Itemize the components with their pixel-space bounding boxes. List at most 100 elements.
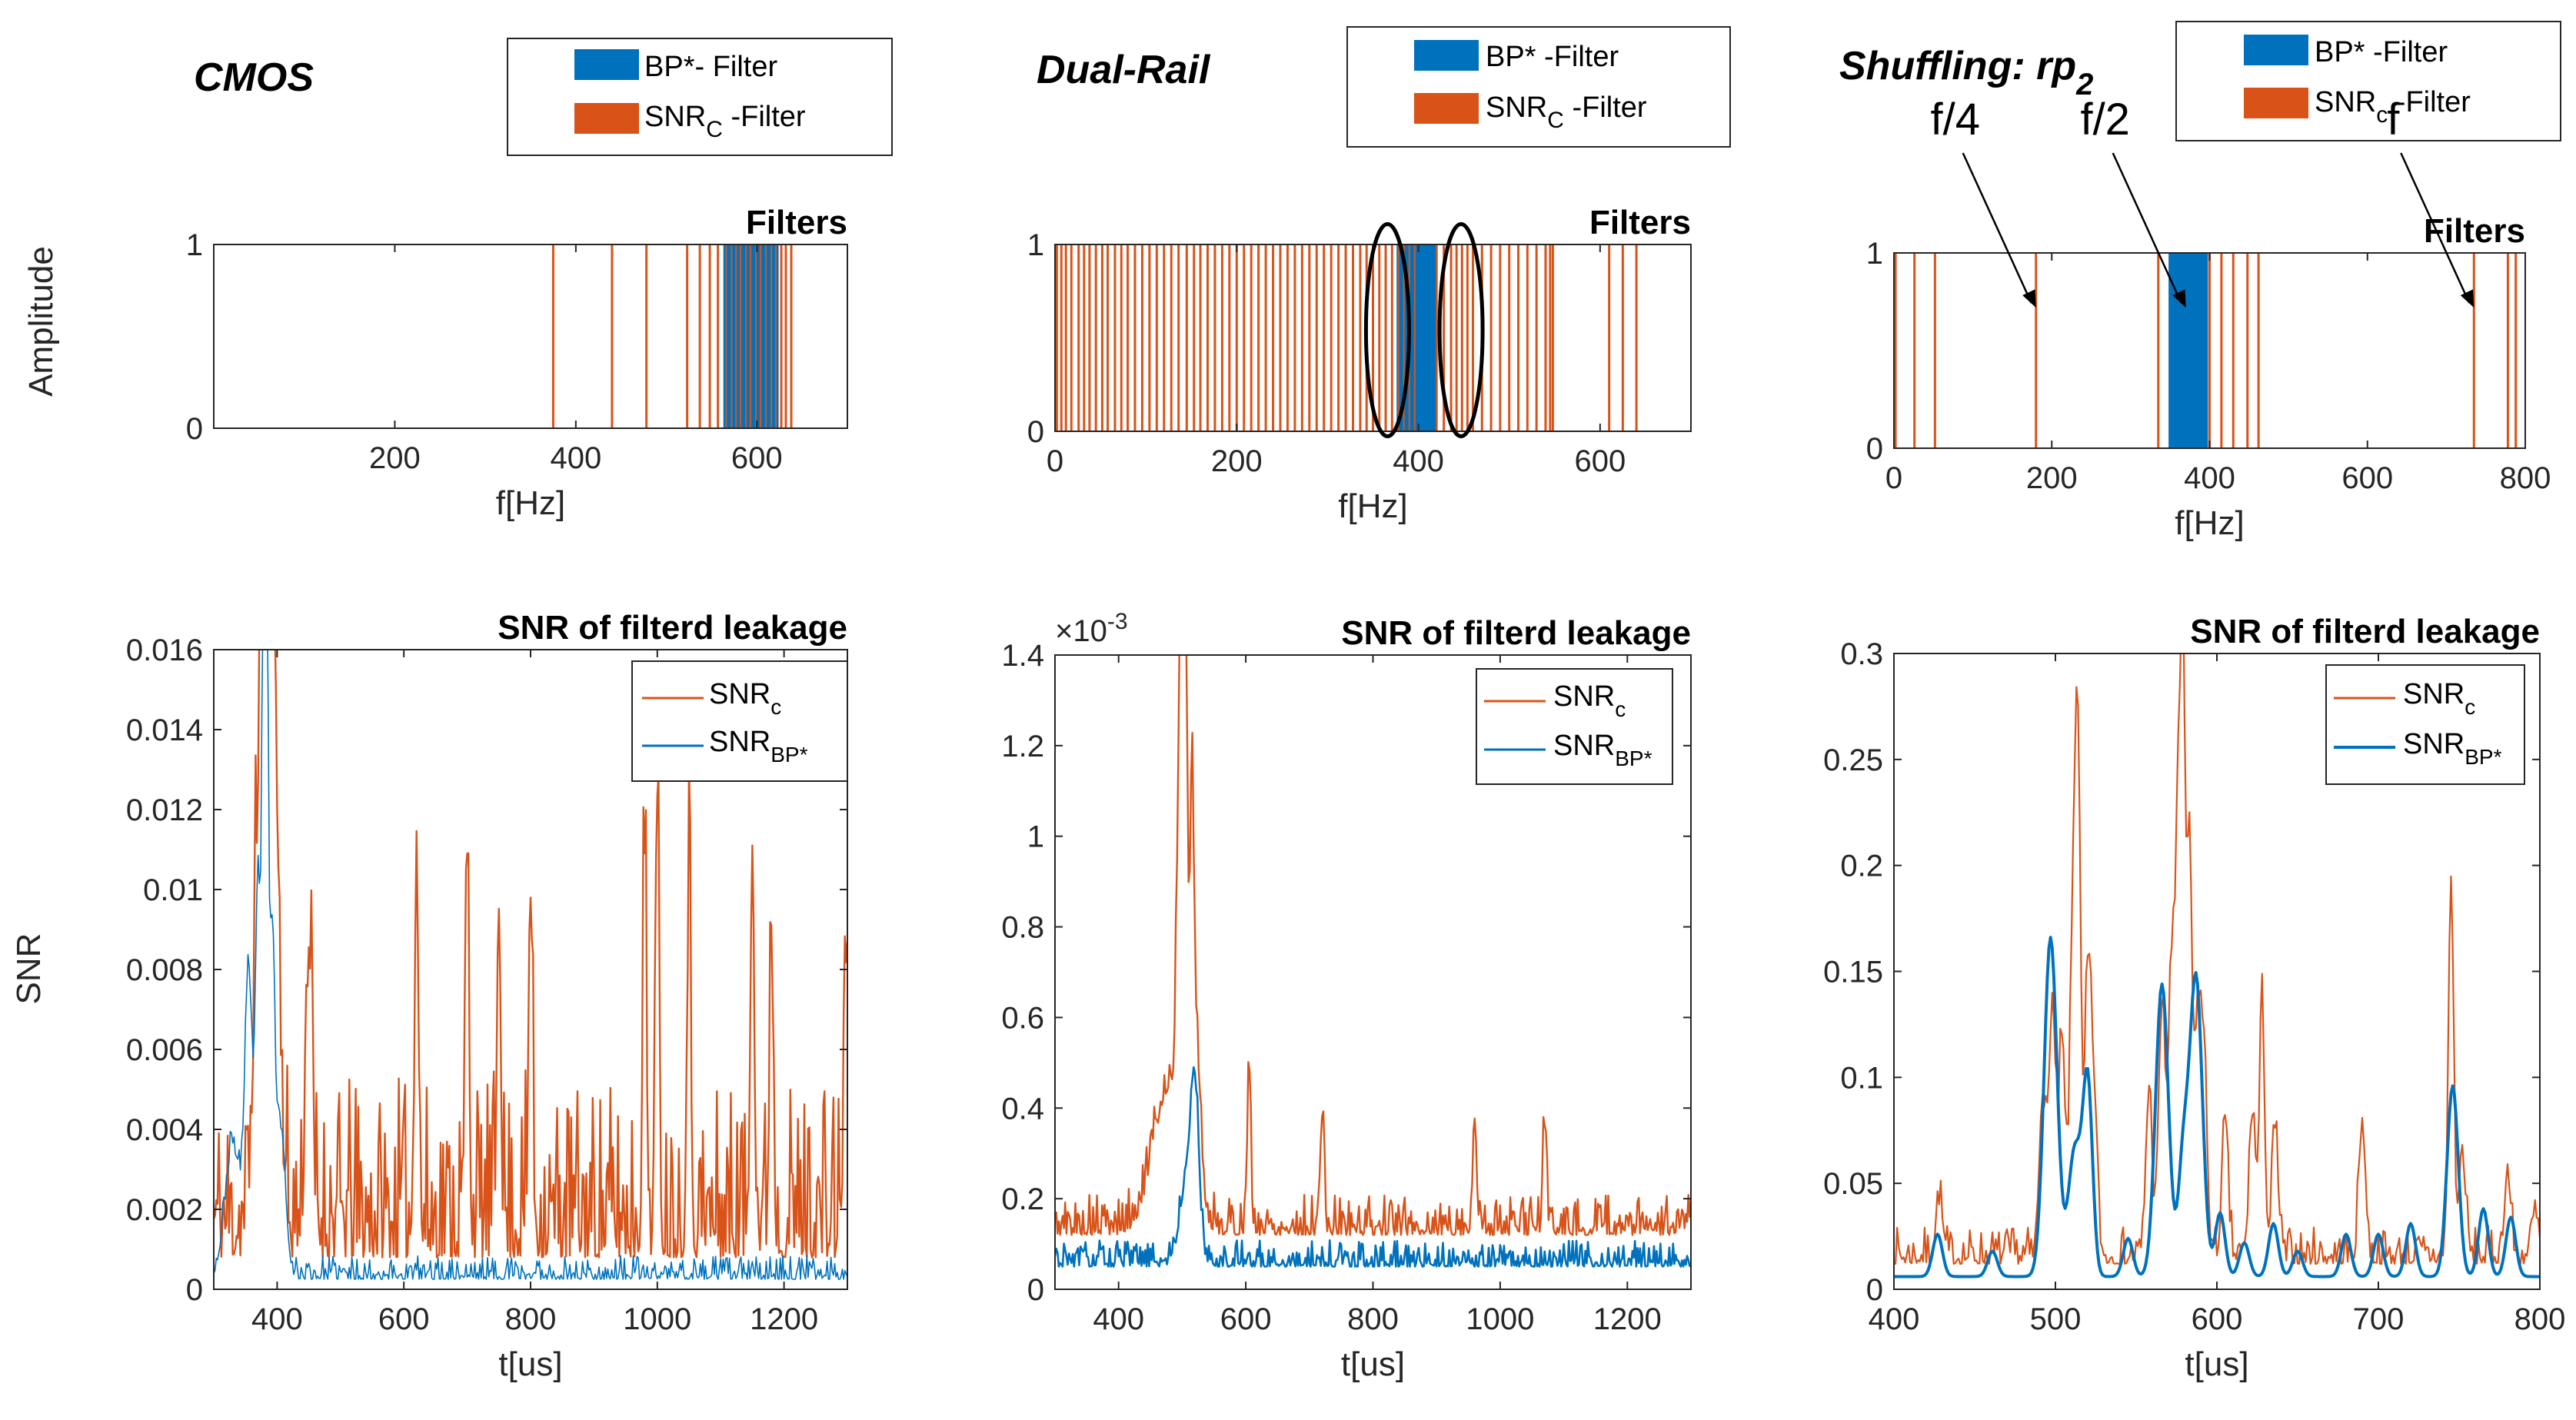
series-snr-bp- — [214, 650, 847, 1280]
y-tick-label: 0.1 — [1840, 1061, 1883, 1095]
legend-snr-dual-rail: SNRc SNRBP* — [1476, 668, 1673, 785]
legend-label-snrbp: SNRBP* — [2403, 728, 2502, 769]
legend-label-snrbp: SNRBP* — [709, 726, 808, 767]
y-tick-label: 1 — [1866, 237, 1883, 271]
x-tick-label: 600 — [1220, 1302, 1272, 1336]
legend-shuffling: BP* -Filter SNRc -Filter — [2175, 21, 2561, 141]
legend-label-snrbp-main: SNR — [2403, 728, 2465, 760]
legend-cmos: BP*- Filter SNRC -Filter — [507, 38, 893, 156]
y-tick-label: 0 — [186, 1273, 203, 1307]
panel-title-shuffling-sub: 2 — [2075, 68, 2093, 101]
legend-swatch-bp — [574, 49, 639, 80]
legend-label-snr-sub: C — [1547, 108, 1564, 133]
legend-label-bp: BP* -Filter — [2315, 36, 2448, 68]
x-tick-label: 1000 — [623, 1302, 691, 1336]
x-tick-label: 1200 — [1593, 1302, 1662, 1336]
x-tick-label: 0 — [1047, 444, 1063, 478]
legend-label-bp: BP*- Filter — [644, 51, 777, 83]
x-axis-label: t[us] — [498, 1345, 562, 1383]
x-tick-label: 600 — [2341, 461, 2393, 495]
x-axis-label: f[Hz] — [2175, 504, 2244, 542]
x-tick-label: 1000 — [1466, 1302, 1534, 1336]
snr-ylabel: SNR — [10, 933, 48, 1005]
legend-box — [1346, 26, 1731, 148]
x-tick-label: 400 — [1869, 1302, 1920, 1336]
chart-title: SNR of filterd leakage — [498, 609, 847, 647]
annotation-arrow-head — [2022, 289, 2036, 308]
annotation-ellipse — [1363, 222, 1411, 438]
legend-label-snr-main: SNR — [644, 101, 706, 133]
x-tick-label: 700 — [2353, 1302, 2405, 1336]
y-exponent-base: ×10 — [1055, 614, 1107, 648]
y-tick-label: 0.4 — [1001, 1092, 1044, 1126]
legend-swatch-bp — [1414, 40, 1479, 71]
legend-label-snr-sub: C — [706, 117, 723, 142]
legend-swatch-bp — [2244, 35, 2308, 65]
legend-swatch-snr — [2244, 88, 2308, 118]
legend-label-snrc-sub: c — [770, 695, 781, 719]
x-tick-label: 800 — [1347, 1302, 1399, 1336]
legend-snr-cmos: SNRc SNRBP* — [631, 660, 848, 782]
annotation-label: f/2 — [2080, 95, 2130, 145]
chart-title: SNR of filterd leakage — [2190, 613, 2540, 650]
y-tick-label: 1.2 — [1001, 730, 1044, 763]
y-tick-label: 0.016 — [126, 634, 203, 667]
legend-label-snrc-main: SNR — [709, 678, 770, 710]
x-axis-label: f[Hz] — [496, 484, 565, 522]
snr-chart-shuffling: 400 500 600 700 800 0 0.05 0.1 0.15 0.2 0.25 0.3 t[u… — [1823, 613, 2566, 1383]
plot-data — [214, 650, 847, 1280]
y-tick-label: 0.006 — [126, 1033, 203, 1067]
chart-title: SNR of filterd leakage — [1341, 614, 1691, 652]
series-snr-c — [1055, 655, 1691, 1236]
y-tick-label: 1 — [1027, 820, 1044, 854]
legend-label-snrc: SNRc — [1553, 680, 1626, 721]
legend-dual-rail: BP* -Filter SNRC -Filter — [1346, 26, 1731, 148]
panel-title-cmos: CMOS — [194, 55, 314, 100]
annotation-ellipse — [1437, 222, 1485, 438]
y-tick-label: 0 — [1027, 415, 1044, 449]
x-tick-label: 400 — [251, 1302, 303, 1336]
legend-label-snrc-sub: c — [2465, 695, 2475, 719]
legend-box — [2175, 21, 2561, 141]
y-tick-label: 0.6 — [1001, 1001, 1044, 1035]
legend-label-snrbp-sub: BP* — [1615, 747, 1652, 770]
x-tick-label: 600 — [378, 1302, 430, 1336]
legend-label-snr-main: SNR — [2315, 86, 2376, 118]
legend-label-snr-suffix: -Filter — [2388, 86, 2471, 118]
x-tick-label: 200 — [1211, 444, 1263, 478]
x-tick-label: 0 — [1885, 461, 1902, 495]
panel-title-shuffling: Shuffling: rp2 — [1839, 44, 2093, 101]
legend-label-snrbp-main: SNR — [1553, 730, 1615, 762]
x-tick-label: 400 — [550, 441, 601, 475]
amplitude-ylabel: Amplitude — [22, 246, 60, 397]
y-tick-label: 0.15 — [1823, 956, 1883, 989]
y-tick-label: 0.014 — [126, 713, 203, 747]
y-tick-label: 0.8 — [1001, 911, 1044, 945]
legend-label-snr-suffix: -Filter — [1564, 91, 1647, 124]
y-tick-label: 0.008 — [126, 953, 203, 987]
annotation-arrow-head — [2460, 289, 2474, 308]
y-tick-label: 0.012 — [126, 793, 203, 827]
x-tick-label: 200 — [2026, 461, 2078, 495]
legend-box — [631, 660, 848, 782]
x-tick-label: 400 — [1093, 1302, 1144, 1336]
filter-band — [2168, 253, 2208, 448]
x-axis-label: t[us] — [1341, 1345, 1405, 1383]
y-tick-label: 0.3 — [1840, 637, 1883, 671]
plot-data — [551, 244, 793, 428]
y-tick-label: 0 — [1866, 432, 1883, 466]
panel-title-shuffling-main: Shuffling: rp — [1839, 44, 2076, 88]
y-tick-label: 0.2 — [1840, 850, 1883, 883]
y-tick-label: 1.4 — [1001, 639, 1044, 673]
legend-label-snr-suffix: -Filter — [723, 101, 806, 133]
x-tick-label: 800 — [2514, 1302, 2566, 1336]
axes-box — [213, 244, 848, 429]
x-tick-label: 1200 — [750, 1302, 818, 1336]
legend-box — [507, 38, 893, 156]
legend-label-snrc: SNRc — [709, 678, 781, 719]
snr-chart-dual-rail: 400 600 800 1000 1200 0 0.2 0.4 0.6 0.8 1 1.2 1.4 t[u… — [1001, 609, 1692, 1383]
legend-label-snrc-sub: c — [1615, 697, 1626, 721]
plot-data — [1894, 653, 2540, 1279]
x-tick-label: 500 — [2030, 1302, 2082, 1336]
